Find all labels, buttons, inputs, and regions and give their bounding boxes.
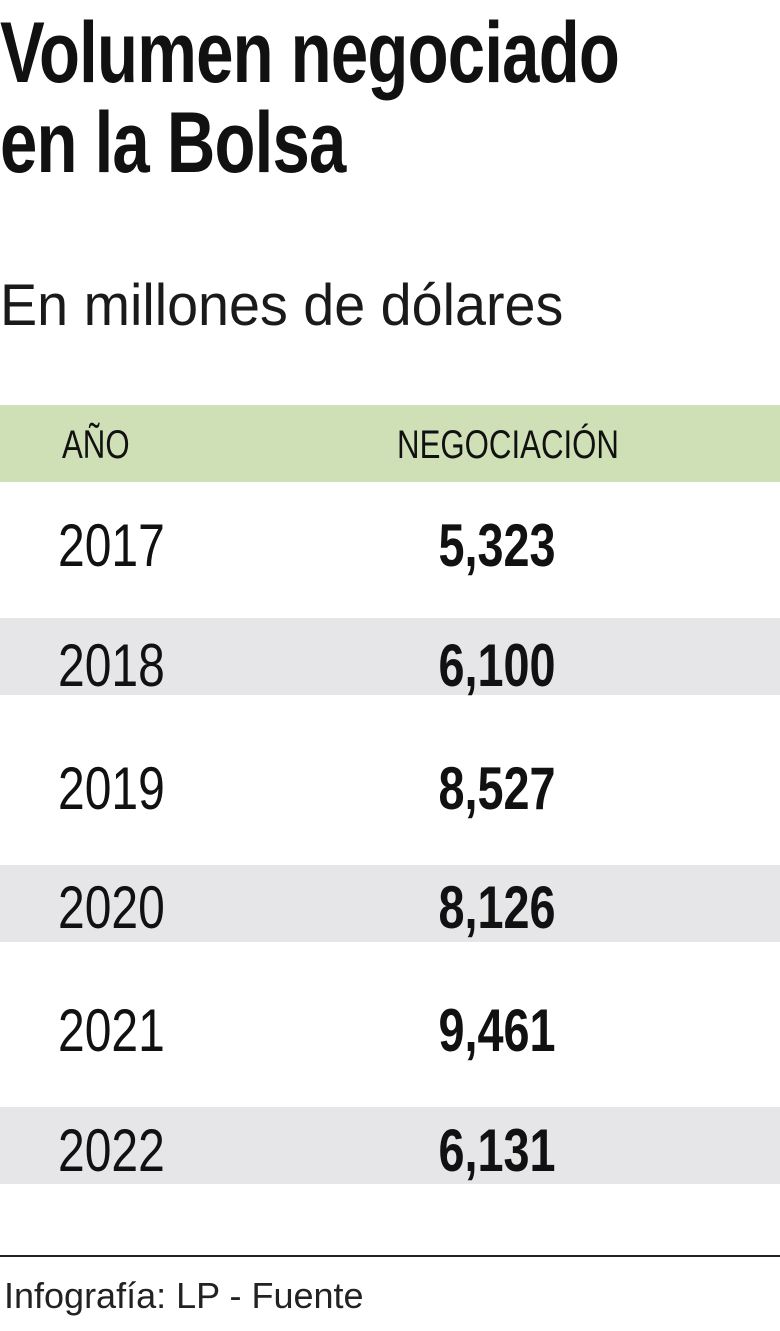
table-cell-value: 5,323: [438, 512, 556, 579]
title-line-1: Volumen negociado: [0, 5, 620, 101]
table-cell-year: 2017: [58, 512, 165, 579]
table-cell-value: 9,461: [438, 997, 556, 1064]
table-cell-value: 8,527: [438, 755, 556, 822]
table-cell-value: 6,100: [438, 632, 556, 699]
row-stripe: [0, 1107, 780, 1184]
table-cell-year: 2021: [58, 997, 165, 1064]
table-cell-value: 8,126: [438, 874, 556, 941]
footer-divider: [0, 1255, 780, 1257]
table-cell-year: 2020: [58, 874, 165, 941]
column-header-value: NEGOCIACIÓN: [397, 423, 619, 467]
row-stripe: [0, 618, 780, 695]
column-header-year: AÑO: [62, 423, 130, 467]
row-stripe: [0, 865, 780, 942]
table-cell-value: 6,131: [438, 1117, 556, 1184]
footer-credit: Infografía: LP - Fuente: [4, 1275, 364, 1316]
table-cell-year: 2019: [58, 755, 165, 822]
table-cell-year: 2018: [58, 632, 165, 699]
table-cell-year: 2022: [58, 1117, 165, 1184]
subtitle: En millones de dólares: [0, 273, 564, 338]
table-header: [0, 405, 780, 482]
title-line-2: en la Bolsa: [0, 95, 346, 191]
